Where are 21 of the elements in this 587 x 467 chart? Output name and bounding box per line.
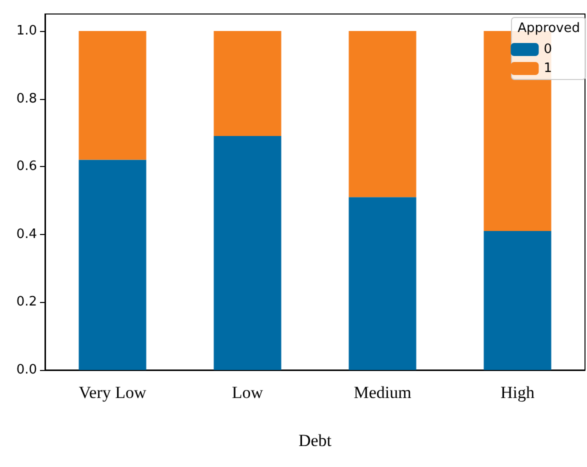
x-tick-label: Low [232, 383, 264, 402]
y-tick-label: 0.4 [16, 226, 37, 242]
bar [78, 160, 146, 370]
bar [348, 197, 416, 370]
bar [214, 30, 282, 136]
bar [348, 30, 416, 198]
y-tick-label: 0.0 [16, 362, 37, 378]
legend-title: Approved [518, 21, 580, 36]
bar [78, 30, 146, 160]
x-tick-label: High [500, 383, 535, 402]
y-tick-label: 0.6 [16, 159, 37, 174]
y-tick-label: 0.2 [16, 294, 37, 310]
x-tick-label: Medium [354, 383, 412, 402]
x-axis-title: Debt [298, 431, 332, 450]
bar [484, 230, 552, 370]
y-tick-label: 1.0 [16, 23, 37, 38]
bar [214, 136, 282, 370]
y-tick-label: 0.8 [16, 91, 37, 106]
legend-label: 0 [544, 42, 552, 57]
x-tick-label: Very Low [78, 383, 147, 402]
legend-label: 1 [544, 61, 552, 76]
